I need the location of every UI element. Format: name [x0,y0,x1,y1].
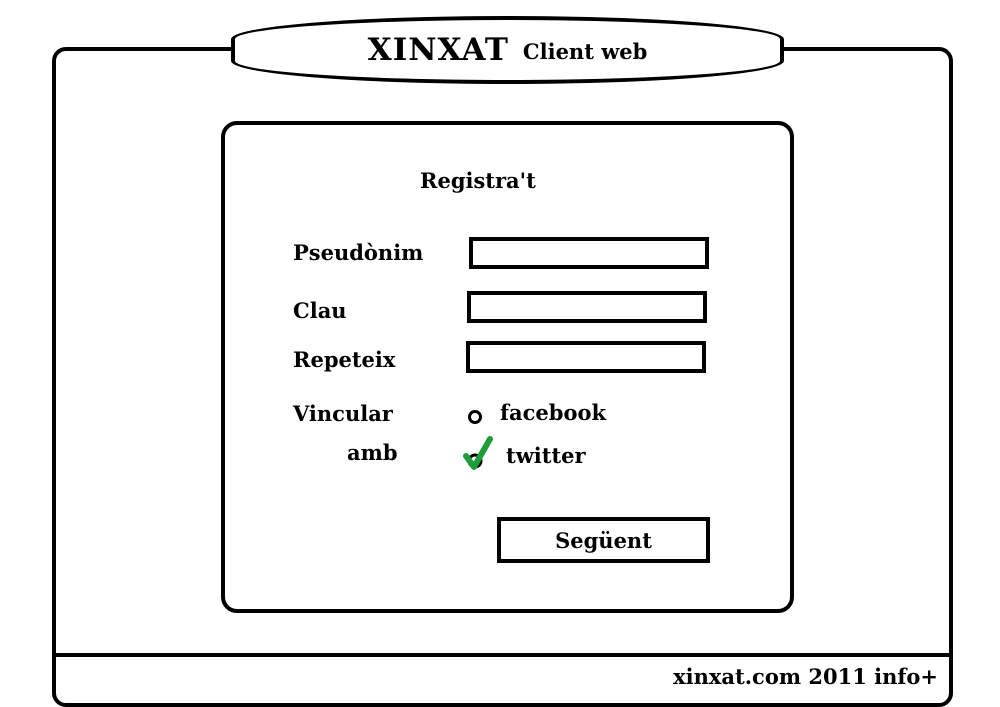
twitter-option-label[interactable]: twitter [506,443,586,468]
amb-label: amb [347,440,398,465]
repeteix-label: Repeteix [293,347,396,372]
radio-icon[interactable] [468,410,482,424]
pseudonim-label: Pseudònim [293,240,424,265]
clau-label: Clau [293,298,347,323]
footer-divider [52,653,953,657]
title-banner: XINXAT Client web [231,16,784,84]
pseudonim-input[interactable] [469,237,709,269]
vincular-label: Vincular [293,401,393,426]
checkmark-icon [463,436,493,470]
clau-input[interactable] [467,291,707,323]
next-button[interactable]: Següent [497,517,710,563]
repeteix-input[interactable] [466,341,706,373]
twitter-checkbox[interactable] [461,436,497,472]
footer-text[interactable]: xinxat.com 2011 info+ [673,664,938,689]
form-heading: Registra't [420,168,536,193]
app-subtitle: Client web [522,38,648,64]
facebook-option-label[interactable]: facebook [500,400,607,425]
app-title: XINXAT [367,32,509,68]
